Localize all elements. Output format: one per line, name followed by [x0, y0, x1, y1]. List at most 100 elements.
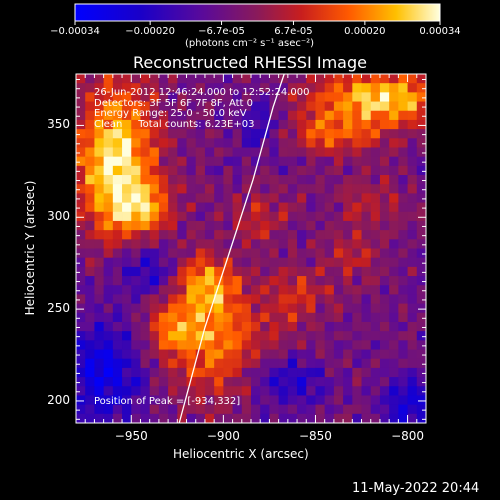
- colorbar-tick-label: 6.7e-05: [274, 26, 313, 37]
- heatmap-cell: [269, 193, 280, 203]
- heatmap-cell: [168, 165, 178, 176]
- heatmap-cell: [76, 340, 86, 350]
- heatmap-cell: [287, 349, 298, 360]
- heatmap-cell: [398, 83, 408, 93]
- heatmap-cell: [103, 367, 114, 378]
- heatmap-cell: [389, 110, 399, 121]
- heatmap-cell: [407, 74, 418, 84]
- heatmap-cell: [85, 175, 95, 185]
- heatmap-cell: [177, 321, 187, 332]
- heatmap-cell: [140, 156, 151, 167]
- heatmap-cell: [94, 239, 105, 249]
- heatmap-cell: [398, 257, 408, 268]
- heatmap-cell: [232, 184, 243, 194]
- heatmap-cell: [370, 248, 381, 259]
- heatmap-cell: [131, 331, 141, 341]
- heatmap-cell: [232, 110, 243, 121]
- heatmap-cell: [223, 83, 233, 93]
- heatmap-cell: [269, 184, 280, 194]
- heatmap-cell: [168, 184, 178, 194]
- colorbar-unit-label: (photons cm⁻² s⁻¹ asec⁻²): [185, 38, 315, 49]
- heatmap-cell: [306, 74, 316, 84]
- heatmap-cell: [389, 83, 399, 93]
- heatmap-cell: [361, 101, 372, 112]
- heatmap-cell: [204, 92, 215, 102]
- heatmap-cell: [324, 147, 335, 158]
- heatmap-cell: [287, 202, 298, 213]
- observation-info-line: Energy Range: 25.0 - 50.0 keV: [94, 108, 247, 119]
- heatmap-cell: [122, 312, 132, 323]
- y-tick-label: 200: [47, 392, 70, 407]
- heatmap-cell: [398, 349, 408, 360]
- heatmap-cell: [232, 276, 243, 286]
- heatmap-cell: [158, 367, 169, 378]
- heatmap-cell: [223, 312, 233, 323]
- heatmap-cell: [389, 367, 399, 378]
- heatmap-cell: [76, 276, 86, 286]
- heatmap-cell: [287, 358, 298, 369]
- heatmap-cell: [195, 404, 206, 415]
- heatmap-cell: [315, 294, 326, 304]
- heatmap-cell: [168, 220, 178, 231]
- heatmap-cell: [260, 413, 270, 423]
- heatmap-cell: [343, 101, 353, 112]
- heatmap-cell: [370, 119, 381, 130]
- heatmap-cell: [131, 74, 141, 84]
- heatmap-cell: [398, 294, 408, 304]
- heatmap-cell: [389, 248, 399, 259]
- heatmap-cell: [269, 331, 280, 341]
- heatmap-cell: [361, 119, 372, 130]
- heatmap-cell: [260, 248, 270, 259]
- heatmap-cell: [370, 175, 381, 185]
- heatmap-cell: [315, 129, 326, 139]
- heatmap-cell: [416, 349, 426, 360]
- heatmap-cell: [251, 285, 261, 295]
- heatmap-cell: [76, 110, 86, 121]
- heatmap-cell: [287, 377, 298, 387]
- heatmap-cell: [251, 413, 261, 423]
- heatmap-cell: [122, 294, 132, 304]
- heatmap-cell: [85, 184, 95, 194]
- heatmap-cell: [103, 377, 114, 387]
- heatmap-cell: [204, 165, 215, 176]
- heatmap-cell: [177, 276, 187, 286]
- heatmap-cell: [269, 202, 280, 213]
- heatmap-cell: [269, 101, 280, 112]
- heatmap-cell: [333, 349, 344, 360]
- heatmap-cell: [306, 358, 316, 369]
- heatmap-cell: [315, 184, 326, 194]
- heatmap-cell: [260, 377, 270, 387]
- heatmap-cell: [186, 184, 197, 194]
- heatmap-cell: [232, 303, 243, 314]
- heatmap-cell: [416, 257, 426, 268]
- heatmap-cell: [297, 202, 307, 213]
- heatmap-cell: [76, 101, 86, 112]
- heatmap-cell: [251, 175, 261, 185]
- heatmap-cell: [177, 312, 187, 323]
- heatmap-cell: [324, 156, 335, 167]
- heatmap-cell: [370, 110, 381, 121]
- heatmap-cell: [251, 257, 261, 268]
- heatmap-cell: [140, 413, 151, 423]
- heatmap-cell: [306, 175, 316, 185]
- heatmap-cell: [407, 230, 418, 240]
- heatmap-cell: [370, 276, 381, 286]
- heatmap-cell: [352, 165, 362, 176]
- heatmap-cell: [112, 266, 123, 277]
- heatmap-cell: [343, 340, 353, 350]
- heatmap-cell: [269, 83, 280, 93]
- heatmap-cell: [140, 239, 151, 249]
- heatmap-cell: [333, 312, 344, 323]
- heatmap-cell: [361, 184, 372, 194]
- heatmap-cell: [177, 303, 187, 314]
- heatmap-cell: [214, 175, 224, 185]
- heatmap-cell: [324, 74, 335, 84]
- heatmap-cell: [140, 92, 151, 102]
- heatmap-cell: [103, 147, 114, 158]
- heatmap-cell: [103, 257, 114, 268]
- heatmap-cell: [361, 266, 372, 277]
- heatmap-cell: [204, 193, 215, 203]
- heatmap-cell: [76, 331, 86, 341]
- heatmap-cell: [278, 340, 289, 350]
- heatmap-cell: [370, 101, 381, 112]
